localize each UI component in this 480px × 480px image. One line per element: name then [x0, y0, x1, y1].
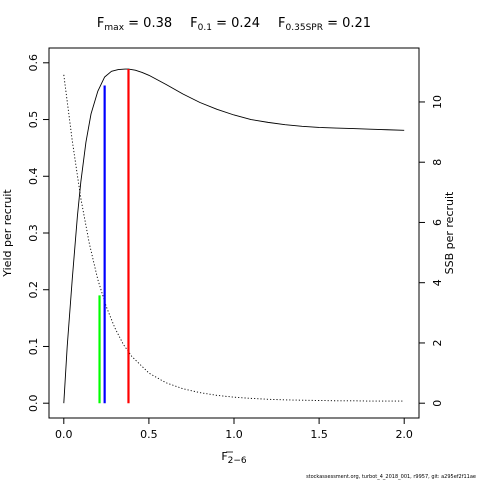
y2-tick-label: 2 [431, 339, 444, 346]
title-value: = 0.21 [323, 16, 371, 31]
title-subscript: 0.35SPR [286, 23, 323, 33]
y-tick-label: 0.6 [27, 54, 40, 72]
y-tick-label: 0.1 [27, 338, 40, 356]
x-tick-label: 0.5 [140, 428, 158, 441]
y-axis: 0.0 0.1 0.2 0.3 0.4 0.5 0.6 [27, 54, 49, 412]
yield-per-recruit-line [63, 68, 405, 404]
y-tick-label: 0.3 [27, 224, 40, 242]
y2-tick-label: 10 [431, 95, 444, 109]
title-symbol: F [278, 16, 285, 31]
x-tick-label: 1.5 [310, 428, 328, 441]
y-tick-label: 0.4 [27, 168, 40, 186]
title-subscript: 0.1 [198, 23, 212, 33]
title-symbol: F [97, 16, 104, 31]
ssb-per-recruit-line [63, 74, 405, 402]
y-tick-label: 0.2 [27, 281, 40, 299]
y2-axis: 0 2 4 6 8 10 [419, 95, 444, 407]
footer-credit: stockassessment.org, turbot_4_2018_001, … [306, 474, 476, 480]
reference-lines [98, 69, 130, 404]
x-axis: 0.0 0.5 1.0 1.5 2.0 [55, 417, 413, 441]
x-tick-label: 2.0 [395, 428, 413, 441]
y2-tick-label: 6 [431, 219, 444, 226]
y-axis-label: Yield per recruit [1, 189, 14, 278]
chart-title: Fmax = 0.38 F0.1 = 0.24 F0.35SPR = 0.21 [97, 16, 371, 33]
y2-axis-label: SSB per recruit [443, 191, 456, 274]
x-label-symbol: F [221, 450, 227, 463]
title-symbol: F [190, 16, 197, 31]
title-value: = 0.38 [124, 16, 172, 31]
y-tick-label: 0.5 [27, 111, 40, 128]
x-axis-label: F2−6 [221, 450, 247, 466]
x-tick-label: 0.0 [55, 428, 73, 441]
title-value: = 0.24 [212, 16, 260, 31]
y2-tick-label: 0 [431, 400, 444, 407]
y2-tick-label: 8 [431, 159, 444, 166]
y2-tick-label: 4 [431, 279, 444, 286]
title-subscript: max [104, 23, 124, 33]
y-tick-label: 0.0 [27, 394, 40, 412]
x-tick-label: 1.0 [225, 428, 243, 441]
series-layer [63, 68, 405, 404]
x-label-subscript: 2−6 [228, 456, 247, 466]
